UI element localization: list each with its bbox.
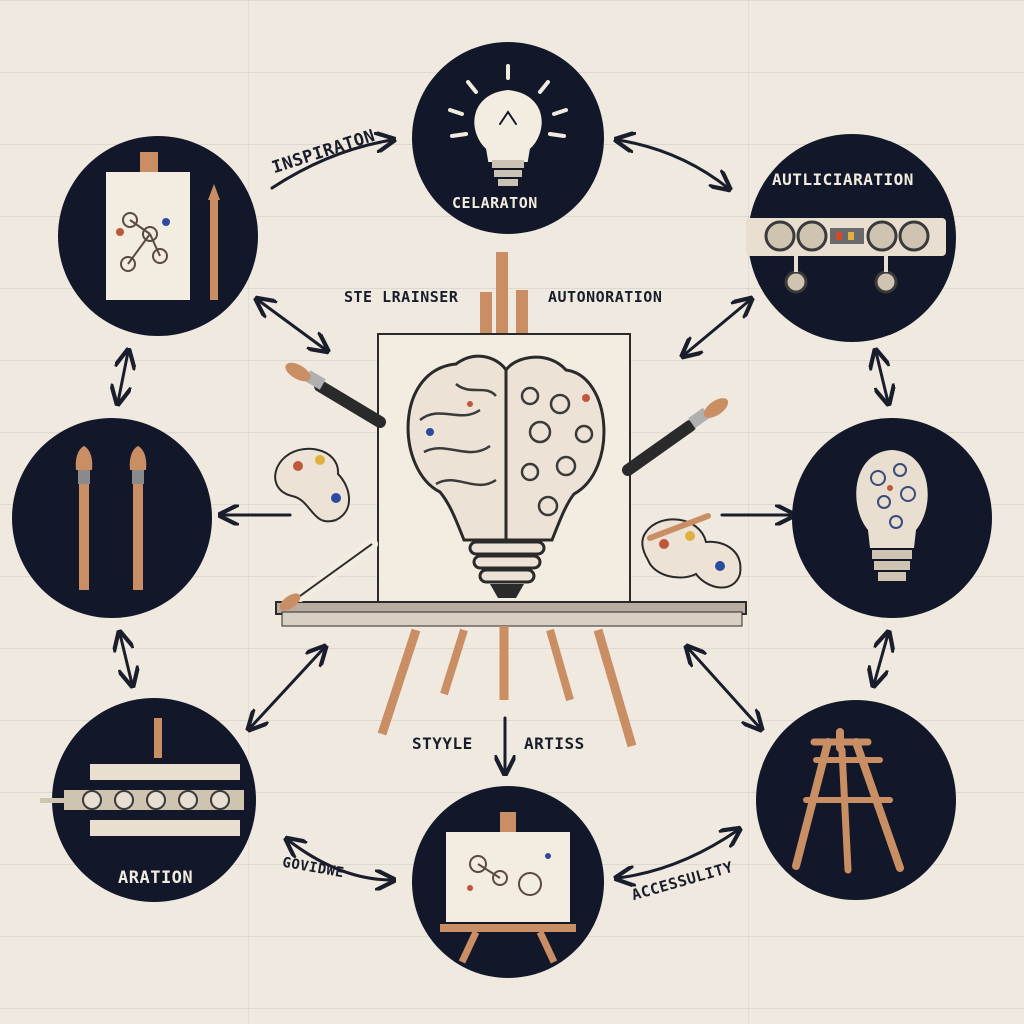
palette-right (641, 513, 742, 589)
arrow-brushes-to-conveyor (120, 634, 132, 684)
node-sketchbook (58, 136, 258, 336)
arrow-lightbulb-to-machine (618, 140, 728, 188)
sketchbook-icon (106, 152, 220, 300)
easel-icon (792, 728, 904, 874)
label-style: STYYLE (412, 734, 473, 753)
paintbrush-bottom-left (279, 538, 378, 611)
palette-left (274, 447, 351, 523)
label-artiss: ARTISS (524, 734, 585, 753)
paintbrush-top-left (285, 362, 386, 428)
node-machine (746, 134, 956, 342)
brain-lightbulb-icon (406, 354, 606, 598)
node-paintbrushes (12, 418, 212, 618)
node-lightbulb (412, 42, 604, 234)
arrows (118, 140, 888, 880)
node-patterned-bulb (792, 418, 992, 618)
arrow-conveyor-to-canvas (288, 840, 392, 880)
machine-gears-icon (746, 218, 946, 294)
label-celaraton: CELARATON (452, 194, 538, 212)
paintbrushes-icon (75, 446, 147, 590)
arrow-easel-to-conveyor (250, 648, 324, 728)
lightbulb-icon (448, 64, 568, 186)
label-autliciaration: AUTLICIARATION (772, 170, 914, 189)
label-aration: ARATION (118, 868, 194, 888)
node-easel (756, 700, 956, 900)
arrow-easel-to-canvas (618, 830, 738, 878)
label-ste-lrainser: STE LRAINSER (344, 288, 459, 306)
patterned-lightbulb-icon (856, 450, 928, 581)
label-autonoration: AUTONORATION (548, 288, 663, 306)
center-easel (275, 252, 747, 748)
arrow-sketchbook-to-easel (258, 300, 326, 350)
arrow-bulb-to-easel (874, 634, 888, 684)
arrow-machine-to-bulb (876, 352, 888, 402)
arrow-sketchbook-to-brushes (118, 352, 128, 402)
node-easel-canvas (412, 786, 604, 978)
node-conveyor (40, 698, 256, 902)
arrow-easel-to-easel-right (688, 648, 760, 728)
arrow-machine-to-easel (684, 300, 750, 355)
arrow-sketchbook-to-lightbulb (270, 140, 392, 190)
paintbrush-top-right (622, 398, 729, 476)
easel-canvas-icon (440, 812, 576, 964)
conveyor-machine-icon (40, 718, 244, 836)
